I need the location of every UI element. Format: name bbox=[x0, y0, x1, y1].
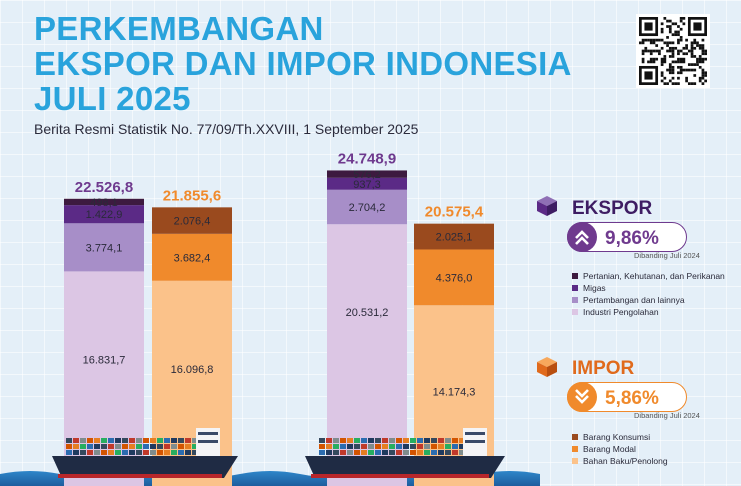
legend-swatch bbox=[572, 297, 578, 303]
bar-segment-ekspor-0-1 bbox=[64, 223, 144, 272]
segment-value-label: 16.831,7 bbox=[83, 354, 126, 366]
segment-value-label: 4.376,0 bbox=[436, 272, 473, 284]
segment-value-label: 2.704,2 bbox=[349, 202, 386, 214]
segment-value-label: 1.422,9 bbox=[86, 209, 123, 221]
double-chevron-up-icon bbox=[567, 222, 597, 252]
segment-value-label: 3.774,1 bbox=[86, 242, 123, 254]
segment-value-label: 3.682,4 bbox=[174, 252, 211, 264]
legend-item-modal: Barang Modal bbox=[572, 444, 636, 454]
subtitle: Berita Resmi Statistik No. 77/09/Th.XXVI… bbox=[34, 121, 419, 137]
title-line-3: JULI 2025 bbox=[34, 80, 191, 117]
legend-swatch bbox=[572, 285, 578, 291]
legend-label: Barang Konsumsi bbox=[583, 432, 651, 442]
legend-item-bahan-baku: Bahan Baku/Penolong bbox=[572, 456, 668, 466]
bar-segment-impor-0-2 bbox=[152, 207, 232, 234]
bar-total-label: 24.748,9 bbox=[338, 150, 396, 167]
title-line-1: PERKEMBANGAN bbox=[34, 10, 324, 47]
legend-label: Industri Pengolahan bbox=[583, 307, 659, 317]
segment-value-label: 576,2 bbox=[353, 169, 381, 181]
export-cube-icon bbox=[537, 196, 557, 216]
bar-segment-ekspor-1-2 bbox=[327, 177, 407, 190]
legend-label: Barang Modal bbox=[583, 444, 636, 454]
title-line-2: EKSPOR DAN IMPOR INDONESIA bbox=[34, 45, 572, 82]
double-chevron-down-icon bbox=[567, 382, 597, 412]
export-growth-value: 9,86% bbox=[605, 228, 659, 249]
legend-label: Bahan Baku/Penolong bbox=[583, 456, 668, 466]
segment-value-label: 2.025,1 bbox=[436, 232, 473, 244]
legend-swatch bbox=[572, 309, 578, 315]
bar-segment-ekspor-1-3 bbox=[327, 170, 407, 178]
legend-label: Pertanian, Kehutanan, dan Perikanan bbox=[583, 271, 725, 281]
import-growth-value: 5,86% bbox=[605, 388, 659, 409]
bar-total-label: 22.526,8 bbox=[75, 179, 133, 196]
qr-code-icon[interactable] bbox=[636, 14, 710, 88]
bar-total-label: 20.575,4 bbox=[425, 204, 484, 221]
legend-item-industri: Industri Pengolahan bbox=[572, 307, 659, 317]
legend-item-konsumsi: Barang Konsumsi bbox=[572, 432, 650, 442]
export-legend-title: EKSPOR bbox=[572, 198, 653, 219]
import-legend-title: IMPOR bbox=[572, 358, 635, 379]
segment-value-label: 16.096,8 bbox=[171, 364, 214, 376]
legend-label: Pertambangan dan lainnya bbox=[583, 295, 685, 305]
bar-segment-impor-0-1 bbox=[152, 233, 232, 281]
legend-swatch bbox=[572, 273, 578, 279]
bar-total-label: 21.855,6 bbox=[163, 187, 221, 204]
cargo-ships bbox=[52, 428, 505, 478]
import-growth-note: Dibanding Juli 2024 bbox=[634, 411, 700, 420]
segment-value-label: 498,1 bbox=[90, 197, 118, 209]
import-cube-icon bbox=[537, 357, 557, 377]
segment-value-label: 14.174,3 bbox=[433, 387, 476, 399]
legend-label: Migas bbox=[583, 283, 606, 293]
segment-value-label: 937,3 bbox=[353, 179, 381, 191]
bar-segment-ekspor-0-2 bbox=[64, 205, 144, 224]
legend-item-migas: Migas bbox=[572, 283, 606, 293]
legend-swatch bbox=[572, 434, 578, 440]
bar-segment-impor-1-1 bbox=[414, 249, 494, 306]
bar-segment-ekspor-0-3 bbox=[64, 198, 144, 206]
export-growth-note: Dibanding Juli 2024 bbox=[634, 251, 700, 260]
bar-segment-ekspor-1-1 bbox=[327, 189, 407, 225]
bar-segment-impor-1-2 bbox=[414, 223, 494, 250]
legend-swatch bbox=[572, 458, 578, 464]
segment-value-label: 20.531,2 bbox=[346, 307, 389, 319]
legend-item-pertambangan: Pertambangan dan lainnya bbox=[572, 295, 685, 305]
legend-item-pertanian: Pertanian, Kehutanan, dan Perikanan bbox=[572, 271, 725, 281]
legend-swatch bbox=[572, 446, 578, 452]
segment-value-label: 2.076,4 bbox=[174, 216, 211, 228]
